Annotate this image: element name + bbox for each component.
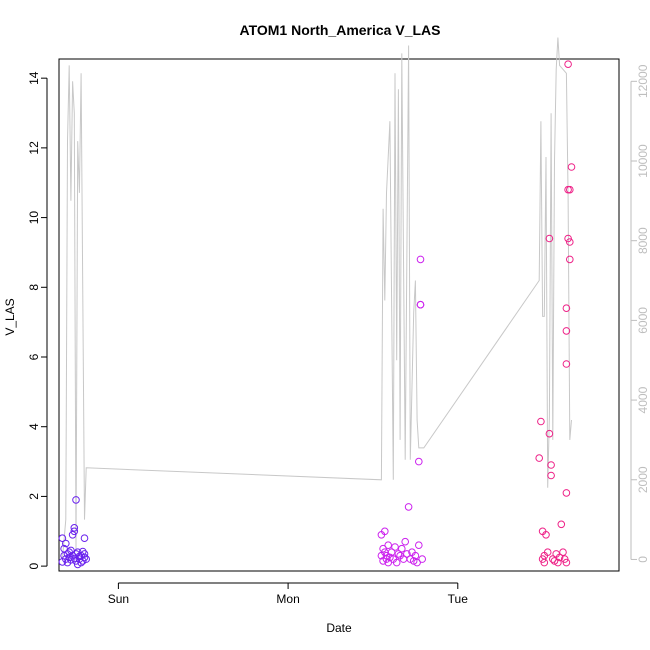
data-point [567,163,576,171]
y2-tick-label: 2000 [636,466,650,493]
secondary-line [61,37,572,560]
data-point [418,555,427,563]
y-tick-label: 2 [27,493,41,500]
data-point [67,556,75,564]
y2-tick-label: 0 [636,556,650,563]
data-point [394,550,403,558]
data-point [415,541,423,550]
data-point [562,360,571,368]
data-point [80,553,89,562]
data-point [398,544,406,553]
data-point [562,558,571,567]
data-point [560,555,569,563]
data-point [566,238,574,246]
data-point [415,457,423,466]
data-point [562,489,571,497]
y-tick-label: 0 [27,562,41,569]
data-point [413,558,421,567]
data-point [391,543,399,551]
x-tick-label: Tue [448,592,469,606]
data-point [547,471,555,480]
data-point [404,503,413,511]
data-point [545,429,554,438]
data-point [379,544,387,553]
data-point [58,534,67,543]
data-point [411,551,420,560]
secondary-line-layer [61,37,572,560]
data-point [554,558,562,567]
data-point [557,520,566,529]
data-point [566,255,574,264]
data-point [70,527,79,536]
y2-tick-label: 12000 [636,64,650,98]
x-tick-label: Sun [108,592,129,606]
data-point [384,541,393,550]
y-tick-label: 14 [27,71,41,85]
data-point [401,537,410,546]
x-axis-label: Date [326,621,352,635]
data-point [392,558,401,567]
data-point [540,558,549,567]
data-point [564,234,572,243]
data-point [564,60,572,68]
y-tick-label: 8 [27,284,41,291]
data-point [535,454,544,462]
data-point [68,531,77,539]
data-point [387,548,396,557]
data-point [562,327,571,335]
data-point [80,534,89,543]
data-point [559,548,567,557]
x-tick-label: Mon [276,592,299,606]
data-point [403,550,411,558]
data-point [72,496,80,504]
y-tick-label: 4 [27,423,41,430]
y-tick-label: 10 [27,211,41,225]
data-point [67,546,75,555]
data-point [542,531,550,539]
data-point [384,558,393,567]
data-point [549,555,557,563]
y2-tick-label: 4000 [636,386,650,413]
data-point [566,185,574,194]
chart-title: ATOM1 North_America V_LAS [240,22,441,38]
data-point [70,524,79,532]
data-point [545,234,554,243]
data-point [62,539,70,548]
y-axis-label: V_LAS [3,298,17,335]
data-point [537,417,545,426]
y-tick-label: 6 [27,353,41,360]
data-point [82,555,90,563]
data-point [562,304,571,313]
y2-tick-label: 6000 [636,307,650,334]
data-point [547,461,555,469]
data-point [80,550,89,558]
data-point [416,255,425,264]
data-point [555,553,564,562]
data-point [416,300,425,309]
y2-tick-label: 10000 [636,144,650,178]
plot-frame [58,58,620,572]
y-tick-label: 12 [27,141,41,155]
axes-layer: 0 2 4 6 8 10 12 14 0 2000 4000 6000 8000 10000 12000 Su… [27,64,650,606]
scatter-points-layer [58,60,576,569]
data-point [543,548,552,557]
data-point [70,554,79,563]
data-point [381,527,389,536]
y2-tick-label: 8000 [636,227,650,254]
